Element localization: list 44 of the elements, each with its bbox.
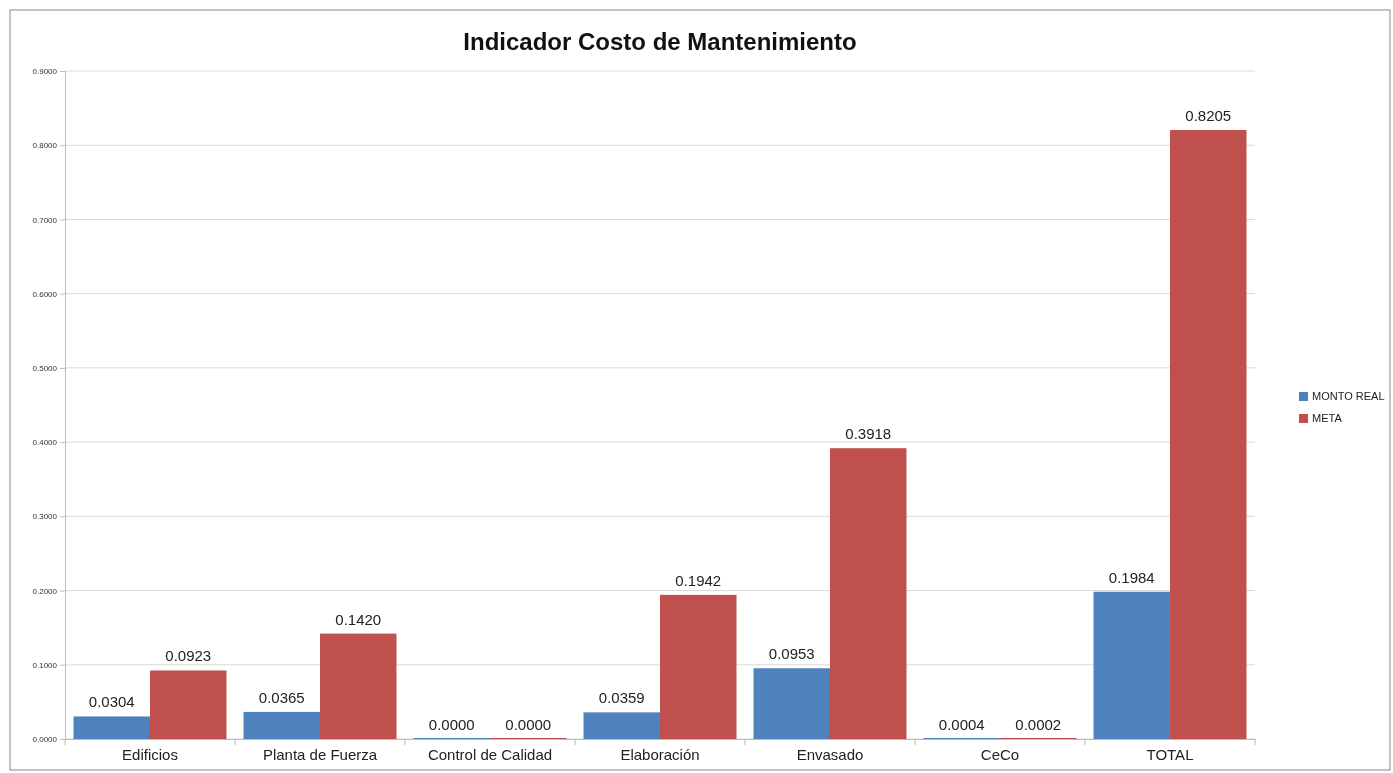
chart-title: Indicador Costo de Mantenimiento [463, 28, 857, 55]
data-label: 0.8205 [1185, 107, 1232, 125]
data-label: 0.0304 [88, 693, 135, 711]
y-tick-label: 0.1000 [32, 660, 58, 670]
bar [1170, 130, 1247, 739]
x-tick-label: Control de Calidad [427, 745, 553, 763]
legend-label: MONTO REAL [1312, 390, 1385, 402]
y-tick-label: 0.2000 [32, 586, 58, 596]
bar [150, 670, 227, 739]
bar [1093, 591, 1170, 739]
data-label: 0.0000 [505, 716, 552, 733]
x-tick-label: Elaboración [620, 745, 700, 763]
data-label: 0.1942 [675, 571, 722, 589]
y-tick-label: 0.4000 [32, 438, 58, 448]
y-tick-label: 0.3000 [32, 512, 58, 522]
data-label: 0.0000 [428, 716, 475, 733]
data-label: 0.0365 [258, 688, 305, 706]
data-label: 0.0953 [768, 645, 815, 663]
data-label: 0.0002 [1015, 715, 1062, 733]
y-tick-label: 0.5000 [32, 363, 58, 373]
data-label: 0.1984 [1108, 568, 1155, 586]
bar [73, 716, 150, 739]
data-label: 0.0359 [598, 689, 645, 707]
x-tick-label: CeCo [980, 745, 1020, 763]
y-tick-label: 0.7000 [32, 215, 58, 225]
x-tick-label: TOTAL [1146, 745, 1194, 763]
x-tick-label: Envasado [796, 745, 864, 763]
x-tick-label: Edificios [122, 745, 178, 763]
y-tick-label: 0.0000 [32, 735, 58, 745]
x-tick-label: Planta de Fuerza [262, 745, 378, 763]
y-tick-label: 0.8000 [32, 141, 58, 151]
bar [753, 668, 830, 739]
y-tick-label: 0.6000 [32, 289, 58, 299]
bar [660, 594, 737, 739]
data-label: 0.1420 [335, 610, 382, 628]
y-tick-label: 0.9000 [32, 67, 58, 77]
bar [583, 712, 660, 739]
data-label: 0.3918 [845, 425, 892, 443]
bar [243, 711, 320, 739]
data-label: 0.0004 [938, 715, 985, 733]
bar [830, 448, 907, 739]
legend-label: META [1312, 412, 1343, 424]
bar [320, 633, 397, 739]
data-label: 0.0923 [165, 647, 212, 665]
